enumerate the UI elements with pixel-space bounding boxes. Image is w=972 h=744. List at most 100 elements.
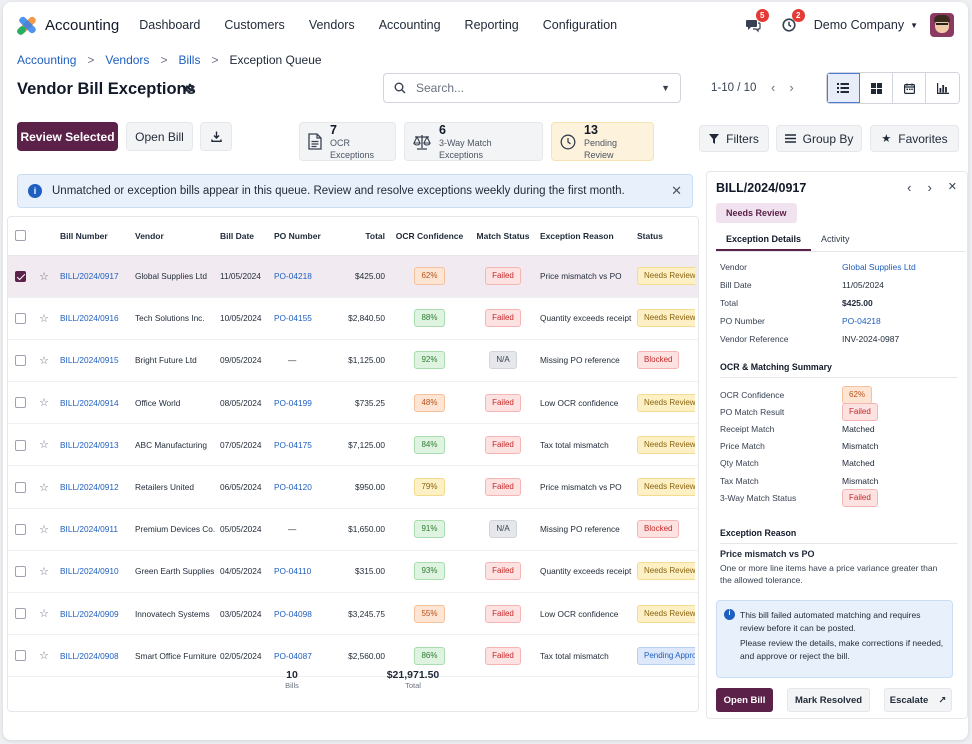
bill-number-link[interactable]: BILL/2024/0910	[60, 566, 119, 577]
graph-view-icon[interactable]	[926, 73, 959, 103]
po-number[interactable]: PO-04199	[274, 397, 312, 408]
col-match-status[interactable]: Match Status	[470, 217, 536, 256]
row-checkbox[interactable]	[14, 608, 26, 620]
bill-number-link[interactable]: BILL/2024/0916	[60, 313, 119, 324]
panel-open-bill-button[interactable]: Open Bill	[716, 688, 773, 712]
close-icon[interactable]: ✕	[671, 183, 682, 198]
po-number[interactable]: PO-04218	[274, 271, 312, 282]
list-view-icon[interactable]	[827, 73, 860, 103]
table-row[interactable]: ☆ BILL/2024/0908 Smart Office Furniture 02/…	[8, 634, 698, 678]
po-number[interactable]: PO-04098	[274, 608, 312, 619]
col-bill-date[interactable]: Bill Date	[216, 217, 270, 256]
bill-number-link[interactable]: BILL/2024/0912	[60, 482, 119, 493]
favorite-star-icon[interactable]: ☆	[39, 481, 49, 494]
table-row[interactable]: ☆ BILL/2024/0911 Premium Devices Co. 05/05/…	[8, 508, 698, 551]
pager-prev-icon[interactable]: ‹	[771, 80, 776, 95]
pager-next-icon[interactable]: ›	[789, 80, 794, 95]
favorite-star-icon[interactable]: ☆	[39, 439, 49, 452]
escalate-button[interactable]: Escalate ↗	[884, 688, 952, 712]
po-number[interactable]: PO-04087	[274, 650, 312, 661]
table-row[interactable]: ☆ BILL/2024/0914 Office World 08/05/2024 PO-…	[8, 381, 698, 425]
row-checkbox[interactable]	[14, 523, 26, 535]
detail-value[interactable]: Global Supplies Ltd	[842, 261, 916, 272]
review-selected-button[interactable]: Review Selected	[17, 122, 118, 151]
row-checkbox[interactable]	[14, 566, 26, 578]
open-bill-button[interactable]: Open Bill	[126, 122, 193, 151]
table-row[interactable]: ☆ BILL/2024/0915 Bright Future Ltd 09/05/20…	[8, 339, 698, 383]
favorite-star-icon[interactable]: ☆	[39, 608, 49, 621]
breadcrumb-bills[interactable]: Bills	[178, 53, 201, 67]
nav-configuration[interactable]: Configuration	[542, 18, 618, 32]
calendar-view-icon[interactable]	[893, 73, 926, 103]
favorite-star-icon[interactable]: ☆	[39, 270, 49, 283]
favorite-star-icon[interactable]: ☆	[39, 354, 49, 367]
company-switcher[interactable]: Demo Company	[813, 18, 905, 32]
group-by-button[interactable]: Group By	[776, 125, 862, 152]
table-row[interactable]: ☆ BILL/2024/0917 Global Supplies Ltd 11/05/…	[8, 255, 698, 298]
favorite-star-icon[interactable]: ☆	[39, 523, 49, 536]
row-checkbox[interactable]	[14, 397, 26, 409]
col-bill-number[interactable]: Bill Number	[56, 217, 131, 256]
panel-close-icon[interactable]: ✕	[947, 181, 957, 193]
col-po-number[interactable]: PO Number	[270, 217, 336, 256]
table-row[interactable]: ☆ BILL/2024/0916 Tech Solutions Inc. 10/05/…	[8, 297, 698, 340]
table-row[interactable]: ☆ BILL/2024/0913 ABC Manufacturing 07/05/20…	[8, 423, 698, 467]
row-checkbox[interactable]	[14, 481, 26, 493]
nav-accounting[interactable]: Accounting	[378, 18, 441, 32]
col-ocr-confidence[interactable]: OCR Confidence	[389, 217, 470, 256]
col-total[interactable]: Total	[336, 217, 389, 256]
panel-prev-icon[interactable]: ‹	[907, 180, 912, 195]
row-checkbox[interactable]	[14, 312, 26, 324]
detail-value[interactable]: PO-04218	[842, 315, 881, 326]
bill-number-link[interactable]: BILL/2024/0908	[60, 650, 119, 661]
favorite-star-icon[interactable]: ☆	[39, 565, 49, 578]
nav-reporting[interactable]: Reporting	[464, 18, 519, 32]
col-vendor[interactable]: Vendor	[131, 217, 216, 256]
select-all-checkbox[interactable]	[14, 230, 26, 242]
download-button[interactable]	[200, 122, 232, 151]
table-row[interactable]: ☆ BILL/2024/0909 Innovatech Systems 03/05/2…	[8, 592, 698, 636]
panel-next-icon[interactable]: ›	[927, 180, 932, 195]
search-options-dropdown-icon[interactable]: ▼	[661, 83, 670, 93]
row-checkbox[interactable]	[14, 355, 26, 367]
bill-number-link[interactable]: BILL/2024/0913	[60, 439, 119, 450]
table-row[interactable]: ☆ BILL/2024/0912 Retailers United 06/05/202…	[8, 465, 698, 509]
row-checkbox[interactable]	[14, 650, 26, 662]
nav-vendors[interactable]: Vendors	[308, 18, 355, 32]
messages-icon[interactable]: 5	[742, 9, 769, 36]
stat-ocr-exceptions[interactable]: 7 OCR Exceptions	[299, 122, 396, 161]
chevron-down-icon[interactable]: ▼	[910, 20, 918, 30]
app-logo-icon[interactable]	[15, 15, 37, 37]
po-number[interactable]: PO-04120	[274, 482, 312, 493]
row-checkbox[interactable]	[14, 439, 26, 451]
tab-exception-details[interactable]: Exception Details	[716, 230, 812, 251]
row-checkbox[interactable]	[14, 270, 26, 282]
po-number[interactable]: PO-04175	[274, 439, 312, 450]
po-number[interactable]: PO-04155	[274, 313, 312, 324]
tab-activity[interactable]: Activity	[821, 234, 850, 244]
kanban-view-icon[interactable]	[860, 73, 893, 103]
favorites-button[interactable]: ★ Favorites	[870, 125, 959, 152]
favorite-star-icon[interactable]: ☆	[39, 650, 49, 663]
pager-value[interactable]: 1-10 / 10	[711, 82, 757, 94]
stat-3way-exceptions[interactable]: 6 3-Way Match Exceptions	[404, 122, 543, 161]
search-input[interactable]	[416, 81, 662, 95]
gear-icon[interactable]	[183, 82, 196, 98]
po-number[interactable]: PO-04110	[274, 566, 312, 577]
user-avatar[interactable]	[930, 13, 954, 37]
bill-number-link[interactable]: BILL/2024/0911	[60, 524, 118, 535]
favorite-star-icon[interactable]: ☆	[39, 397, 49, 410]
col-exception-reason[interactable]: Exception Reason	[536, 217, 633, 256]
breadcrumb-vendors[interactable]: Vendors	[105, 53, 150, 67]
mark-resolved-button[interactable]: Mark Resolved	[787, 688, 870, 712]
bill-number-link[interactable]: BILL/2024/0917	[60, 271, 119, 282]
nav-dashboard[interactable]: Dashboard	[139, 18, 201, 32]
activities-clock-icon[interactable]: 2	[778, 9, 805, 36]
bill-number-link[interactable]: BILL/2024/0909	[60, 608, 119, 619]
filters-button[interactable]: Filters	[699, 125, 769, 152]
bill-number-link[interactable]: BILL/2024/0915	[60, 355, 119, 366]
table-row[interactable]: ☆ BILL/2024/0910 Green Earth Supplies 04/05…	[8, 550, 698, 594]
breadcrumb-accounting[interactable]: Accounting	[17, 53, 77, 67]
favorite-star-icon[interactable]: ☆	[39, 312, 49, 325]
nav-customers[interactable]: Customers	[224, 18, 285, 32]
